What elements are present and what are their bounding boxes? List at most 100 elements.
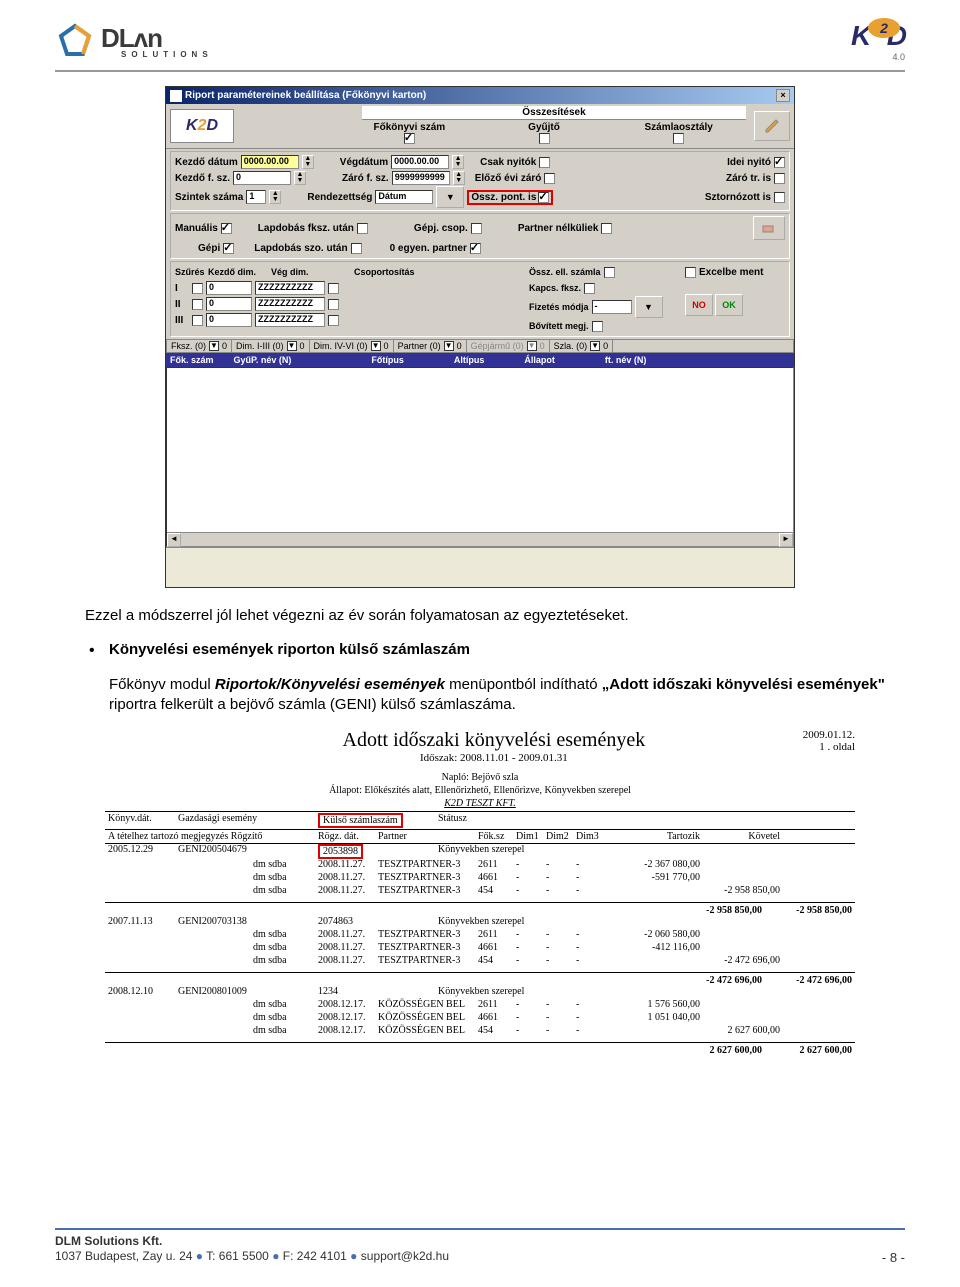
scroll-right[interactable]: ► — [779, 533, 793, 547]
line-kovetel — [703, 1012, 783, 1025]
spin-zaro-fsz[interactable]: ▲▼ — [453, 171, 465, 185]
chk-szamlaosztaly[interactable] — [673, 133, 684, 144]
footer-sep3: ● — [347, 1249, 361, 1263]
close-button[interactable]: × — [776, 89, 790, 102]
cb-gepjarmu-toggle[interactable]: ▼ — [527, 341, 537, 351]
chk-partner-nelk[interactable] — [601, 223, 612, 234]
chk-manualis[interactable] — [221, 223, 232, 234]
chk-ossz-ell[interactable] — [604, 267, 615, 278]
chk-elozo-evi[interactable] — [544, 173, 555, 184]
no-button[interactable]: NO — [685, 294, 713, 316]
fld-i-veg[interactable]: ZZZZZZZZZZ — [255, 281, 325, 295]
line-dat: 2008.12.17. — [315, 1025, 375, 1038]
rh-kulso: Külső számlaszám — [323, 815, 398, 826]
line-rog: dm sdba — [250, 1025, 315, 1038]
fld-vegdatum[interactable]: 0000.00.00 — [391, 155, 449, 169]
lbl-szintek: Szintek száma — [175, 192, 243, 203]
eraser-button[interactable] — [753, 216, 785, 240]
fld-iii-kezdo[interactable]: 0 — [206, 313, 252, 327]
chk-csak-nyitok[interactable] — [539, 157, 550, 168]
p2c: menüpontból indítható — [445, 676, 602, 693]
chk-ii-csop[interactable] — [328, 299, 339, 310]
chk-egyen-partner[interactable] — [470, 243, 481, 254]
report-line: dm sdba2008.11.27.TESZTPARTNER-32611----… — [105, 929, 855, 942]
p2e: riportra felkerült a bejövő számla (GENI… — [109, 696, 516, 713]
line-tartozik: -412 116,00 — [603, 942, 703, 955]
line-d1: - — [513, 885, 543, 898]
fld-i-kezdo[interactable]: 0 — [206, 281, 252, 295]
scroll-left[interactable]: ◄ — [167, 533, 181, 547]
lbl-gepj-csop: Gépj. csop. — [414, 223, 468, 234]
chk-gyujto[interactable] — [539, 133, 550, 144]
dropdown-fizmoda[interactable]: ▼ — [635, 296, 663, 318]
line-d2: - — [543, 885, 573, 898]
chk-excelbe[interactable] — [685, 267, 696, 278]
chk-iii-csop[interactable] — [328, 315, 339, 326]
lbl-lapdobas-szo: Lapdobás szo. után — [254, 243, 347, 254]
spin-vegdatum[interactable]: ▲▼ — [452, 155, 464, 169]
chk-lapdobas-szo[interactable] — [351, 243, 362, 254]
hdr-kezdo-dim: Kezdő dim. — [208, 267, 268, 277]
line-fk: 2611 — [475, 859, 513, 872]
chk-gepi[interactable] — [223, 243, 234, 254]
cb-partner-toggle[interactable]: ▼ — [444, 341, 454, 351]
footer-tel: T: 661 5500 — [206, 1249, 269, 1263]
chk-i-csop[interactable] — [328, 283, 339, 294]
chk-ii[interactable] — [192, 299, 203, 310]
line-tartozik: 1 576 560,00 — [603, 999, 703, 1012]
report-period: Időszak: 2008.11.01 - 2009.01.31 — [343, 752, 646, 764]
fld-zaro-fsz[interactable]: 9999999999 — [392, 171, 450, 185]
chk-lapdobas-fksz[interactable] — [357, 223, 368, 234]
cb-dim13-toggle[interactable]: ▼ — [287, 341, 297, 351]
chk-gepj-csop[interactable] — [471, 223, 482, 234]
fld-ii-veg[interactable]: ZZZZZZZZZZ — [255, 297, 325, 311]
chk-fokonyvi[interactable] — [404, 133, 415, 144]
chk-ossz-pont[interactable] — [538, 192, 549, 203]
highlight-ossz-pont: Össz. pont. is — [467, 190, 553, 205]
chk-zaro-tris[interactable] — [774, 173, 785, 184]
report-title: Adott időszaki könyvelési események — [343, 729, 646, 752]
line-d2: - — [543, 1025, 573, 1038]
line-d2: - — [543, 872, 573, 885]
rh-partner: Partner — [375, 831, 475, 842]
chk-bovitett[interactable] — [592, 321, 603, 332]
chk-iii[interactable] — [192, 315, 203, 326]
line-d2: - — [543, 929, 573, 942]
fld-rendezett[interactable]: Dátum — [375, 190, 433, 204]
chk-idei-nyito[interactable] — [774, 157, 785, 168]
spin-szintek[interactable]: ▲▼ — [269, 190, 281, 204]
lbl-row-ii: II — [175, 299, 189, 310]
line-kovetel: 2 627 600,00 — [703, 1025, 783, 1038]
line-rog: dm sdba — [250, 929, 315, 942]
gh-altipus: Altípus — [454, 355, 485, 365]
line-fk: 454 — [475, 1025, 513, 1038]
line-fk: 2611 — [475, 929, 513, 942]
spin-kezdo-fsz[interactable]: ▲▼ — [294, 171, 306, 185]
footer-rule — [55, 1228, 905, 1230]
chk-i[interactable] — [192, 283, 203, 294]
lbl-ossz-ell: Össz. ell. számla — [529, 267, 601, 277]
cb-dim46-toggle[interactable]: ▼ — [371, 341, 381, 351]
spin-kezdo-datum[interactable]: ▲▼ — [302, 155, 314, 169]
h-scrollbar[interactable]: ◄ ► — [167, 532, 793, 546]
fld-ii-kezdo[interactable]: 0 — [206, 297, 252, 311]
cb-fksz-toggle[interactable]: ▼ — [209, 341, 219, 351]
fld-fizmoda[interactable]: - — [592, 300, 632, 314]
fld-iii-veg[interactable]: ZZZZZZZZZZ — [255, 313, 325, 327]
edit-button[interactable] — [754, 111, 790, 141]
lbl-egyen-partner: 0 egyen. partner — [390, 243, 467, 254]
cb-fksz: Fksz. (0) — [171, 341, 206, 351]
chk-kapcs[interactable] — [584, 283, 595, 294]
col-gyujto: Gyűjtő — [528, 122, 560, 133]
sub-kovetel: 2 627 600,00 — [765, 1045, 855, 1056]
fld-kezdo-fsz[interactable]: 0 — [233, 171, 291, 185]
fld-kezdo-datum[interactable]: 0000.00.00 — [241, 155, 299, 169]
rh-status: Státusz — [435, 813, 565, 828]
chk-sztornozott[interactable] — [774, 192, 785, 203]
grid-body: ◄ ► — [166, 367, 794, 547]
grp-kulso: 1234 — [315, 986, 435, 999]
fld-szintek[interactable]: 1 — [246, 190, 266, 204]
dropdown-rendezett[interactable]: ▼ — [436, 186, 464, 208]
cb-szla-toggle[interactable]: ▼ — [590, 341, 600, 351]
ok-button[interactable]: OK — [715, 294, 743, 316]
